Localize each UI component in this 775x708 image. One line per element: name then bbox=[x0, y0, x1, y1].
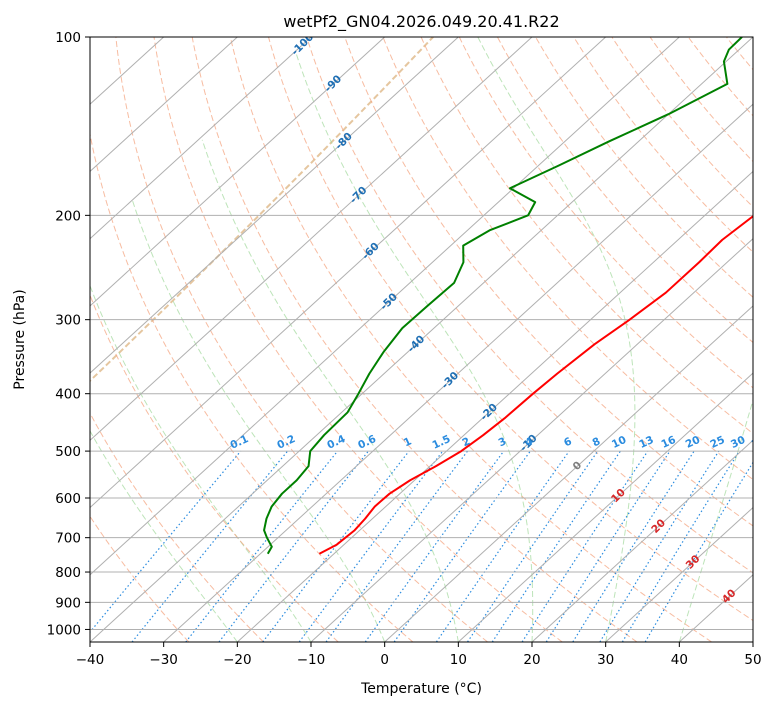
isotherm-gridline bbox=[90, 37, 533, 442]
x-tick-label: −10 bbox=[297, 652, 326, 668]
grid-layer bbox=[90, 37, 753, 642]
dry-adiabat-line bbox=[573, 37, 753, 253]
mixing-ratio-line bbox=[599, 450, 720, 642]
y-tick-label: 400 bbox=[55, 387, 81, 403]
x-tick-label: 40 bbox=[671, 652, 688, 668]
mixing-ratio-line bbox=[572, 450, 695, 642]
mixing-ratio-label: 4 bbox=[523, 435, 535, 449]
mixing-ratio-line bbox=[90, 450, 242, 634]
mixing-ratio-label: 8 bbox=[591, 435, 603, 449]
dry-adiabat-line bbox=[229, 37, 712, 642]
dry-adiabat-line bbox=[115, 37, 488, 642]
mixing-ratio-label: 16 bbox=[659, 434, 677, 451]
dry-adiabat-line bbox=[153, 37, 563, 642]
chart-title: wetPf2_GN04.2026.049.20.41.R22 bbox=[283, 12, 559, 32]
mixing-ratio-label: 3 bbox=[497, 435, 509, 449]
dry-adiabat-line bbox=[535, 37, 753, 298]
dewpoint-profile-line bbox=[263, 37, 743, 555]
isotherm-gridline bbox=[163, 103, 753, 642]
moist-adiabat-line bbox=[90, 284, 312, 642]
mixing-ratio-line bbox=[131, 450, 289, 642]
dry-adiabat-line bbox=[649, 37, 753, 163]
y-tick-label: 700 bbox=[55, 531, 81, 547]
isotherm-gridline bbox=[90, 37, 459, 374]
mixing-ratio-line bbox=[393, 450, 531, 642]
mixing-ratio-line bbox=[545, 450, 671, 642]
temperature-profile-line bbox=[318, 215, 753, 555]
isotherm-gridline bbox=[90, 37, 312, 240]
dry-adiabat-line bbox=[90, 412, 264, 642]
plot-area: -100-90-80-70-60-50-40-30-20-10010203040… bbox=[90, 37, 768, 642]
x-tick-label: −40 bbox=[76, 652, 105, 668]
x-tick-label: 30 bbox=[597, 652, 614, 668]
mixing-ratio-label: 25 bbox=[708, 434, 726, 451]
dry-adiabat-line bbox=[191, 37, 638, 642]
mixing-ratio-line bbox=[644, 461, 753, 642]
mixing-ratio-label: 6 bbox=[562, 435, 574, 449]
mixing-ratio-line bbox=[218, 450, 369, 642]
moist-adiabat-line bbox=[295, 51, 534, 642]
mixing-ratio-label: 2 bbox=[460, 435, 472, 449]
mixing-ratio-line bbox=[364, 450, 505, 642]
dry-adiabat-line bbox=[90, 515, 190, 642]
mixing-ratio-label: 10 bbox=[610, 434, 628, 451]
mixing-ratio-label: 30 bbox=[729, 434, 747, 451]
x-tick-label: 20 bbox=[523, 652, 540, 668]
mixing-ratio-label: 1 bbox=[402, 435, 414, 449]
dry-adiabat-line bbox=[306, 37, 753, 574]
x-tick-label: 50 bbox=[744, 652, 761, 668]
isotherm-gridline bbox=[90, 37, 607, 509]
axis-ticks-layer: −40 −30 −20 −10 0 10 20 30 40 50 1000 900 800 700 600 5… bbox=[47, 30, 762, 668]
dry-adiabats-layer bbox=[90, 37, 753, 642]
x-axis-label: Temperature (°C) bbox=[360, 681, 482, 697]
isotherm-gridline bbox=[90, 37, 753, 642]
moist-adiabat-line bbox=[201, 139, 459, 642]
dry-adiabat-line bbox=[382, 37, 753, 481]
moist-adiabat-line bbox=[131, 200, 386, 642]
isotherm-gridline bbox=[90, 37, 386, 307]
x-tick-label: 0 bbox=[380, 652, 389, 668]
y-tick-label: 300 bbox=[55, 313, 81, 329]
moist-adiabat-line bbox=[477, 37, 636, 642]
y-tick-label: 900 bbox=[55, 595, 81, 611]
moist-adiabat-line bbox=[90, 429, 238, 642]
x-tick-label: 10 bbox=[450, 652, 467, 668]
mixing-ratio-label: 36 bbox=[750, 434, 768, 451]
mixing-ratio-label: 13 bbox=[637, 434, 655, 451]
sounding-series-layer bbox=[263, 37, 753, 555]
isotherm-gridline bbox=[310, 237, 753, 642]
mixing-ratio-line bbox=[467, 450, 599, 642]
y-tick-label: 600 bbox=[55, 491, 81, 507]
moist-adiabats-layer bbox=[90, 37, 753, 642]
axes-frame bbox=[89, 36, 754, 643]
y-tick-label: 100 bbox=[55, 30, 81, 46]
dry-adiabat-line bbox=[496, 37, 753, 344]
dry-adiabat-line bbox=[611, 37, 753, 208]
y-tick-label: 500 bbox=[55, 444, 81, 460]
dry-adiabat-line bbox=[268, 37, 753, 622]
mixing-ratio-line bbox=[185, 450, 339, 642]
isotherm-gridline bbox=[236, 170, 753, 642]
mixing-ratio-line bbox=[262, 450, 410, 642]
frost-point-line-layer bbox=[90, 37, 434, 383]
frost-line bbox=[90, 37, 434, 383]
mixing-ratio-label: 20 bbox=[684, 434, 702, 451]
y-tick-label: 800 bbox=[55, 565, 81, 581]
dry-adiabat-line bbox=[90, 293, 339, 642]
x-tick-label: −30 bbox=[149, 652, 178, 668]
isotherm-gridline bbox=[605, 506, 753, 642]
isotherm-gridline bbox=[90, 37, 680, 576]
x-tick-label: −20 bbox=[223, 652, 252, 668]
dry-adiabat-line bbox=[90, 131, 414, 642]
isotherm-gridline bbox=[531, 439, 753, 642]
y-tick-label: 1000 bbox=[47, 622, 81, 638]
isotherm-gridline bbox=[457, 372, 753, 642]
isotherm-gridline bbox=[90, 37, 238, 173]
y-axis-label: Pressure (hPa) bbox=[12, 289, 28, 389]
isotherm-gridline bbox=[384, 305, 753, 642]
y-tick-label: 200 bbox=[55, 208, 81, 224]
